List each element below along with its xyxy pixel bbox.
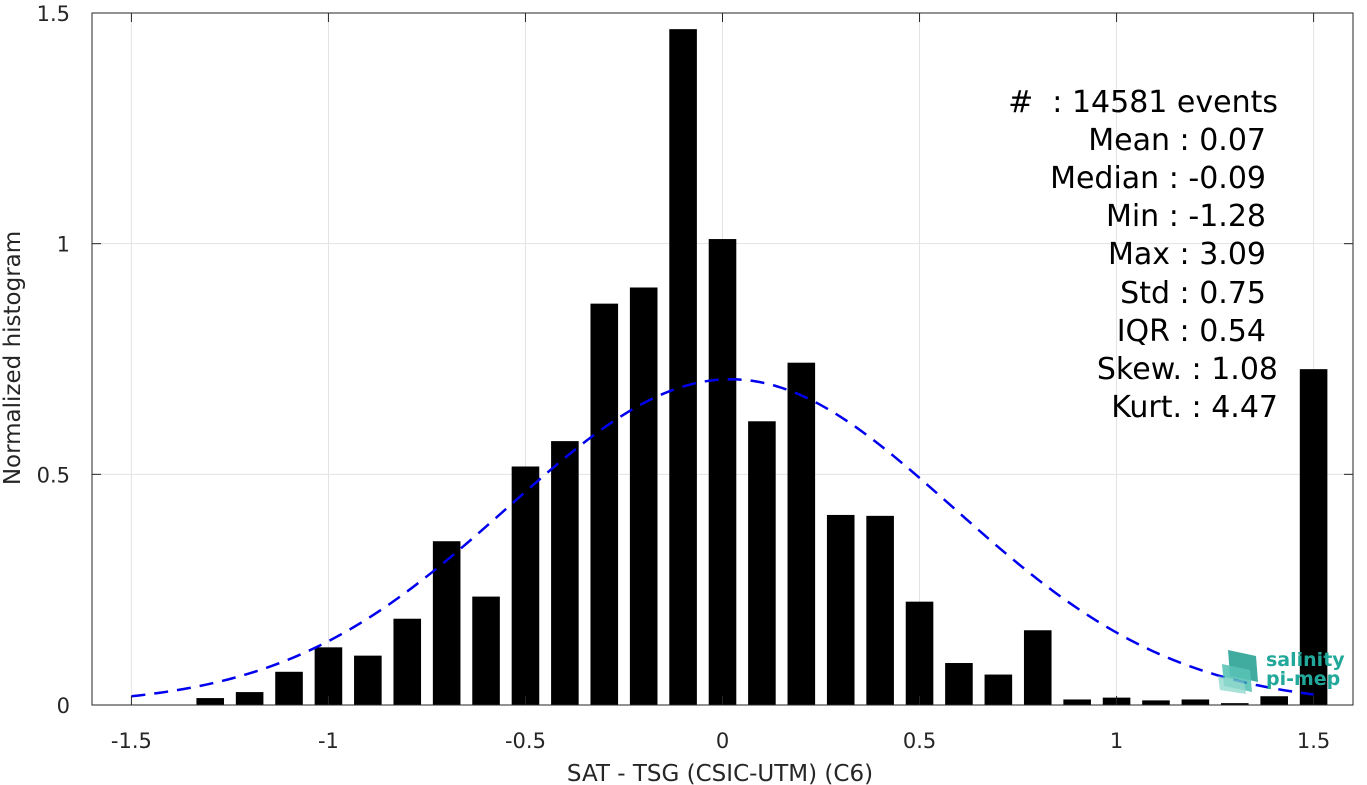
histogram-bar — [590, 303, 619, 705]
stat-std: Std : 0.75 — [1120, 276, 1266, 311]
histogram-bar — [511, 466, 540, 705]
y-tick-label: 0 — [57, 694, 70, 718]
x-axis-label: SAT - TSG (CSIC-UTM) (C6) — [567, 761, 873, 785]
histogram-bar — [314, 647, 343, 705]
statistics-annotation: # : 14581 events Mean : 0.07 Median : -0… — [1008, 85, 1278, 425]
histogram-bar — [472, 596, 500, 705]
histogram-bar — [1063, 699, 1091, 705]
histogram-bars — [196, 29, 1328, 705]
histogram-bar — [1299, 369, 1328, 705]
stat-median: Median : -0.09 — [1050, 161, 1266, 196]
stat-mean: Mean : 0.07 — [1088, 123, 1266, 158]
x-tick-label: 0 — [716, 729, 729, 753]
stat-min: Min : -1.28 — [1106, 199, 1266, 234]
y-axis-ticks: 0 0.5 1 1.5 — [37, 2, 1353, 718]
x-tick-label: -1.5 — [111, 729, 152, 753]
histogram-bar — [945, 663, 973, 705]
histogram-bar — [1023, 630, 1052, 705]
histogram-bar — [275, 671, 303, 705]
x-axis-ticks: -1.5 -1 -0.5 0 0.5 1 1.5 — [111, 13, 1330, 753]
x-tick-label: 0.5 — [903, 729, 936, 753]
stat-skew: Skew. : 1.08 — [1097, 352, 1278, 387]
histogram-bar — [629, 287, 658, 705]
histogram-bar — [984, 674, 1013, 705]
histogram-bar — [1142, 700, 1170, 705]
y-axis-label: Normalized histogram — [0, 231, 26, 485]
stat-iqr: IQR : 0.54 — [1117, 314, 1266, 349]
x-tick-label: -0.5 — [505, 729, 546, 753]
stat-max: Max : 3.09 — [1108, 237, 1266, 272]
y-tick-label: 1.5 — [37, 2, 70, 26]
x-tick-label: -1 — [318, 729, 339, 753]
logo-text-pimep: pi-mep — [1266, 668, 1340, 690]
y-tick-label: 1 — [57, 233, 70, 257]
x-tick-label: 1 — [1110, 729, 1123, 753]
histogram-bar — [669, 29, 697, 705]
y-tick-label: 0.5 — [37, 463, 70, 487]
histogram-bar — [354, 655, 382, 705]
histogram-bar — [1260, 696, 1288, 705]
histogram-bar — [1181, 699, 1210, 705]
histogram-bar — [708, 239, 737, 705]
logo-mark-icon — [1218, 650, 1258, 694]
histogram-bar — [826, 514, 855, 705]
histogram-bar — [551, 441, 579, 705]
stat-events: # : 14581 events — [1008, 85, 1278, 120]
histogram-bar — [1220, 703, 1249, 705]
normal-fit-curve — [131, 378, 1314, 698]
histogram-bar — [787, 362, 816, 705]
histogram-bar — [905, 601, 934, 705]
histogram-bar — [196, 698, 225, 705]
histogram-bar — [432, 541, 461, 705]
stat-kurt: Kurt. : 4.47 — [1111, 390, 1278, 425]
histogram-bar — [866, 515, 894, 705]
x-tick-label: 1.5 — [1297, 729, 1330, 753]
histogram-bar — [393, 618, 422, 705]
histogram-bar — [748, 421, 776, 705]
logo-text-salinity: salinity — [1266, 649, 1345, 671]
histogram-bar — [235, 692, 264, 705]
salinity-pimep-logo: salinity pi-mep — [1218, 649, 1345, 694]
